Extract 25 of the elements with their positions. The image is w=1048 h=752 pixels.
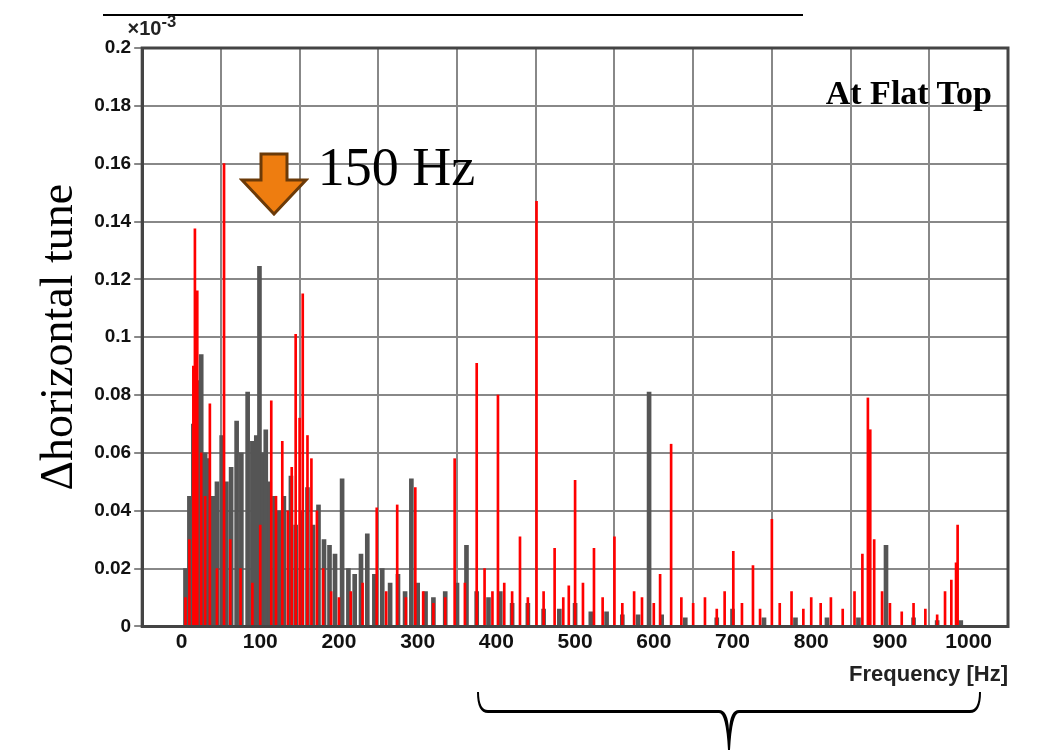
y-tick-label: 0.14: [94, 209, 132, 231]
y-axis-title: Δhorizontal tune: [30, 183, 82, 491]
x-tick-label: 700: [714, 628, 751, 652]
y-tick-label: 0.12: [94, 267, 132, 289]
y-tick-label: 0: [120, 614, 132, 636]
annotation: At Flat Top: [825, 73, 992, 111]
x-tick-label: 100: [242, 628, 278, 652]
annotation: 150 Hz: [317, 135, 476, 198]
x-tick-label: 1000: [945, 628, 992, 652]
y-tick-label: 0.04: [94, 498, 132, 520]
x-tick-label: 900: [872, 628, 908, 652]
x-tick-label: 600: [636, 628, 672, 652]
x-tick-label: 200: [321, 628, 357, 652]
y-tick-label: 0.1: [104, 325, 132, 347]
x-tick-label: 0: [175, 628, 188, 652]
y-tick-label: 0.06: [94, 441, 132, 463]
y-tick-label: 0.02: [94, 556, 132, 578]
x-tick-label: 500: [557, 628, 593, 652]
x-tick-label: 800: [793, 628, 829, 652]
x-axis-title: Frequency [Hz]: [849, 660, 1008, 686]
y-tick-label: 0.08: [94, 383, 132, 405]
y-tick-label: 0.18: [94, 94, 132, 116]
y-tick-label: 0.16: [94, 151, 132, 173]
x-tick-label: 400: [478, 628, 514, 652]
x-tick-label: 300: [400, 628, 436, 652]
